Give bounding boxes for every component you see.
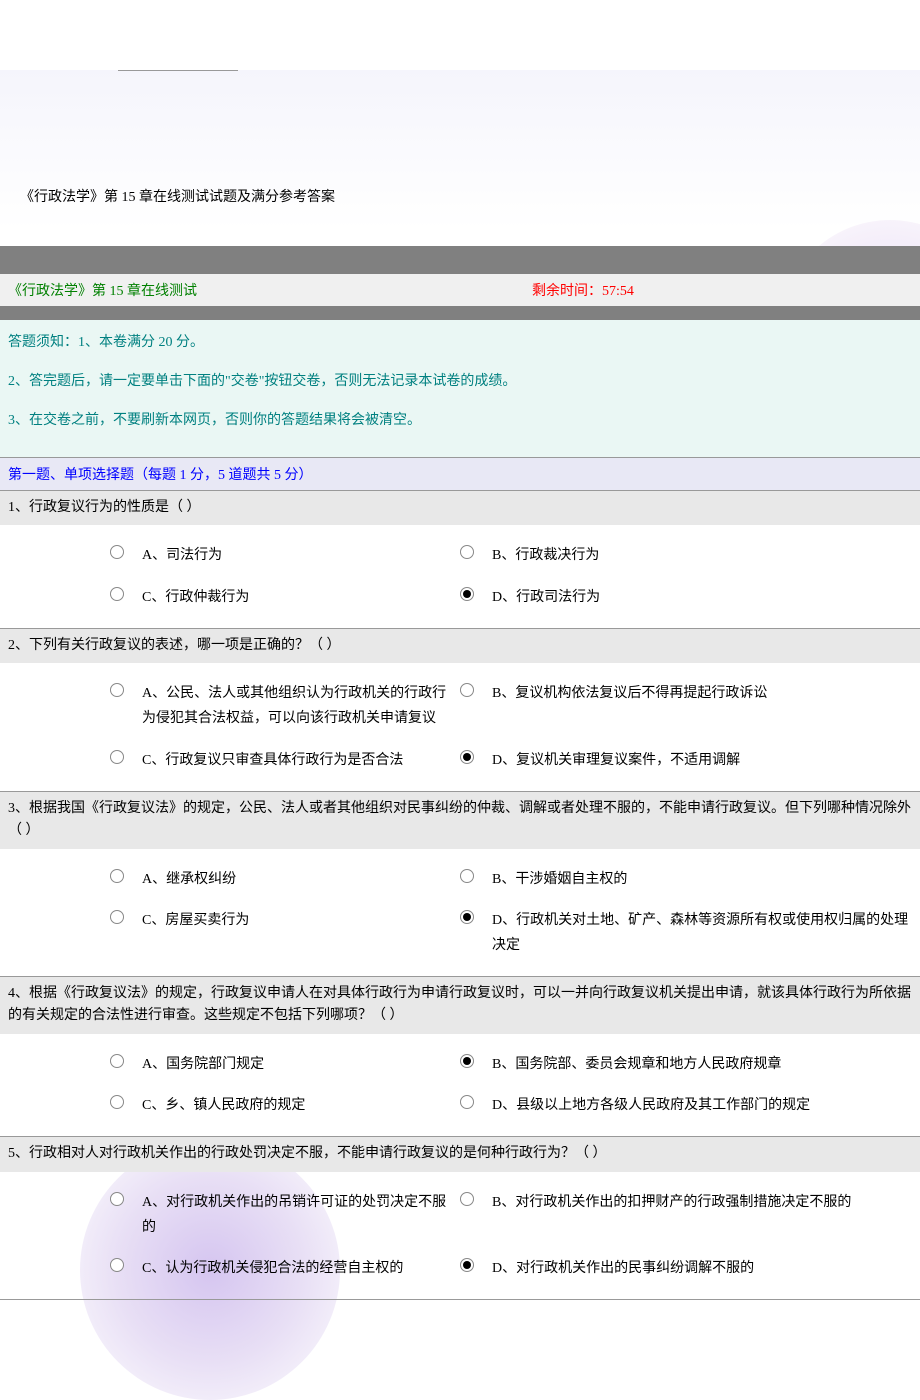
question-block: 5、行政相对人对行政机关作出的行政处罚决定不服，不能申请行政复议的是何种行政行为… (0, 1137, 920, 1300)
page-title: 《行政法学》第 15 章在线测试试题及满分参考答案 (20, 186, 920, 206)
option-label: B、干涉婚姻自主权的 (492, 867, 637, 892)
radio-icon[interactable] (110, 1258, 124, 1272)
bg-gradient-top (0, 70, 920, 230)
instruction-line: 3、在交卷之前，不要刷新本网页，否则你的答题结果将会被清空。 (8, 410, 912, 431)
radio-icon[interactable] (460, 545, 474, 559)
option[interactable]: B、对行政机关作出的扣押财产的行政强制措施决定不服的 (460, 1182, 920, 1248)
option-label: B、行政裁决行为 (492, 543, 609, 568)
options-row: A、继承权纠纷 B、干涉婚姻自主权的 C、房屋买卖行为 D、行政机关对土地、矿产、森林… (0, 849, 920, 977)
radio-icon[interactable] (110, 545, 124, 559)
gray-bar-1 (0, 246, 920, 274)
option-label: D、对行政机关作出的民事纠纷调解不服的 (492, 1256, 764, 1281)
radio-icon[interactable] (460, 750, 474, 764)
option[interactable]: A、司法行为 (0, 535, 460, 576)
radio-icon[interactable] (110, 1095, 124, 1109)
option[interactable]: B、国务院部、委员会规章和地方人民政府规章 (460, 1044, 920, 1085)
option-label: A、公民、法人或其他组织认为行政机关的行政行为侵犯其合法权益，可以向该行政机关申… (142, 681, 460, 731)
option[interactable]: D、对行政机关作出的民事纠纷调解不服的 (460, 1248, 920, 1289)
radio-icon[interactable] (460, 587, 474, 601)
option[interactable]: B、干涉婚姻自主权的 (460, 859, 920, 900)
radio-icon[interactable] (110, 587, 124, 601)
radio-icon[interactable] (110, 683, 124, 697)
option[interactable]: C、认为行政机关侵犯合法的经营自主权的 (0, 1248, 460, 1289)
options-row: A、对行政机关作出的吊销许可证的处罚决定不服的 B、对行政机关作出的扣押财产的行政… (0, 1172, 920, 1300)
options-row: A、国务院部门规定 B、国务院部、委员会规章和地方人民政府规章 C、乡、镇人民政府的… (0, 1034, 920, 1136)
time-remaining: 剩余时间：57:54 (532, 280, 912, 300)
question-block: 2、下列有关行政复议的表述，哪一项是正确的？（ ） A、公民、法人或其他组织认为行… (0, 629, 920, 792)
question-block: 3、根据我国《行政复议法》的规定，公民、法人或者其他组织对民事纠纷的仲裁、调解或… (0, 792, 920, 977)
radio-icon[interactable] (110, 750, 124, 764)
radio-icon[interactable] (460, 1054, 474, 1068)
question-text: 1、行政复议行为的性质是（ ） (0, 491, 920, 525)
option[interactable]: B、复议机构依法复议后不得再提起行政诉讼 (460, 673, 920, 739)
option-label: C、认为行政机关侵犯合法的经营自主权的 (142, 1256, 413, 1281)
option-label: D、行政机关对土地、矿产、森林等资源所有权或使用权归属的处理决定 (492, 908, 920, 958)
radio-icon[interactable] (460, 683, 474, 697)
radio-icon[interactable] (110, 910, 124, 924)
option[interactable]: D、县级以上地方各级人民政府及其工作部门的规定 (460, 1085, 920, 1126)
radio-icon[interactable] (460, 1258, 474, 1272)
option-label: D、县级以上地方各级人民政府及其工作部门的规定 (492, 1093, 820, 1118)
radio-icon[interactable] (110, 1192, 124, 1206)
option[interactable]: C、行政仲裁行为 (0, 577, 460, 618)
question-text: 4、根据《行政复议法》的规定，行政复议申请人在对具体行政行为申请行政复议时，可以… (0, 977, 920, 1034)
option-label: C、行政仲裁行为 (142, 585, 259, 610)
option[interactable]: A、公民、法人或其他组织认为行政机关的行政行为侵犯其合法权益，可以向该行政机关申… (0, 673, 460, 739)
option[interactable]: D、复议机关审理复议案件，不适用调解 (460, 740, 920, 781)
test-header: 《行政法学》第 15 章在线测试 剩余时间：57:54 (0, 274, 920, 306)
instruction-line: 2、答完题后，请一定要单击下面的"交卷"按钮交卷，否则无法记录本试卷的成绩。 (8, 371, 912, 392)
question-text: 2、下列有关行政复议的表述，哪一项是正确的？（ ） (0, 629, 920, 663)
option-label: C、行政复议只审查具体行政行为是否合法 (142, 748, 413, 773)
option[interactable]: A、对行政机关作出的吊销许可证的处罚决定不服的 (0, 1182, 460, 1248)
question-text: 3、根据我国《行政复议法》的规定，公民、法人或者其他组织对民事纠纷的仲裁、调解或… (0, 792, 920, 849)
section-header: 第一题、单项选择题（每题 1 分，5 道题共 5 分） (0, 458, 920, 491)
option[interactable]: A、继承权纠纷 (0, 859, 460, 900)
option-label: A、国务院部门规定 (142, 1052, 274, 1077)
option-label: C、乡、镇人民政府的规定 (142, 1093, 315, 1118)
option[interactable]: B、行政裁决行为 (460, 535, 920, 576)
option[interactable]: D、行政机关对土地、矿产、森林等资源所有权或使用权归属的处理决定 (460, 900, 920, 966)
option[interactable]: C、房屋买卖行为 (0, 900, 460, 966)
gray-bar-2 (0, 306, 920, 320)
option-label: B、对行政机关作出的扣押财产的行政强制措施决定不服的 (492, 1190, 861, 1215)
options-row: A、司法行为 B、行政裁决行为 C、行政仲裁行为 D、行政司法行为 (0, 525, 920, 627)
options-row: A、公民、法人或其他组织认为行政机关的行政行为侵犯其合法权益，可以向该行政机关申… (0, 663, 920, 791)
option-label: A、司法行为 (142, 543, 232, 568)
option-label: D、行政司法行为 (492, 585, 610, 610)
question-block: 1、行政复议行为的性质是（ ） A、司法行为 B、行政裁决行为 C、行政仲裁行为 D、行… (0, 491, 920, 629)
option-label: B、国务院部、委员会规章和地方人民政府规章 (492, 1052, 791, 1077)
radio-icon[interactable] (460, 1192, 474, 1206)
option-label: A、继承权纠纷 (142, 867, 246, 892)
option-label: B、复议机构依法复议后不得再提起行政诉讼 (492, 681, 777, 706)
instructions: 答题须知：1、本卷满分 20 分。 2、答完题后，请一定要单击下面的"交卷"按钮… (0, 320, 920, 458)
option-label: D、复议机关审理复议案件，不适用调解 (492, 748, 750, 773)
radio-icon[interactable] (110, 1054, 124, 1068)
option[interactable]: C、乡、镇人民政府的规定 (0, 1085, 460, 1126)
option-label: A、对行政机关作出的吊销许可证的处罚决定不服的 (142, 1190, 460, 1240)
question-text: 5、行政相对人对行政机关作出的行政处罚决定不服，不能申请行政复议的是何种行政行为… (0, 1137, 920, 1171)
radio-icon[interactable] (460, 910, 474, 924)
option[interactable]: D、行政司法行为 (460, 577, 920, 618)
radio-icon[interactable] (460, 869, 474, 883)
radio-icon[interactable] (110, 869, 124, 883)
instruction-line: 答题须知：1、本卷满分 20 分。 (8, 332, 912, 353)
option[interactable]: A、国务院部门规定 (0, 1044, 460, 1085)
decorative-line (118, 70, 238, 71)
option-label: C、房屋买卖行为 (142, 908, 259, 933)
option[interactable]: C、行政复议只审查具体行政行为是否合法 (0, 740, 460, 781)
test-title: 《行政法学》第 15 章在线测试 (8, 280, 532, 300)
question-block: 4、根据《行政复议法》的规定，行政复议申请人在对具体行政行为申请行政复议时，可以… (0, 977, 920, 1137)
radio-icon[interactable] (460, 1095, 474, 1109)
